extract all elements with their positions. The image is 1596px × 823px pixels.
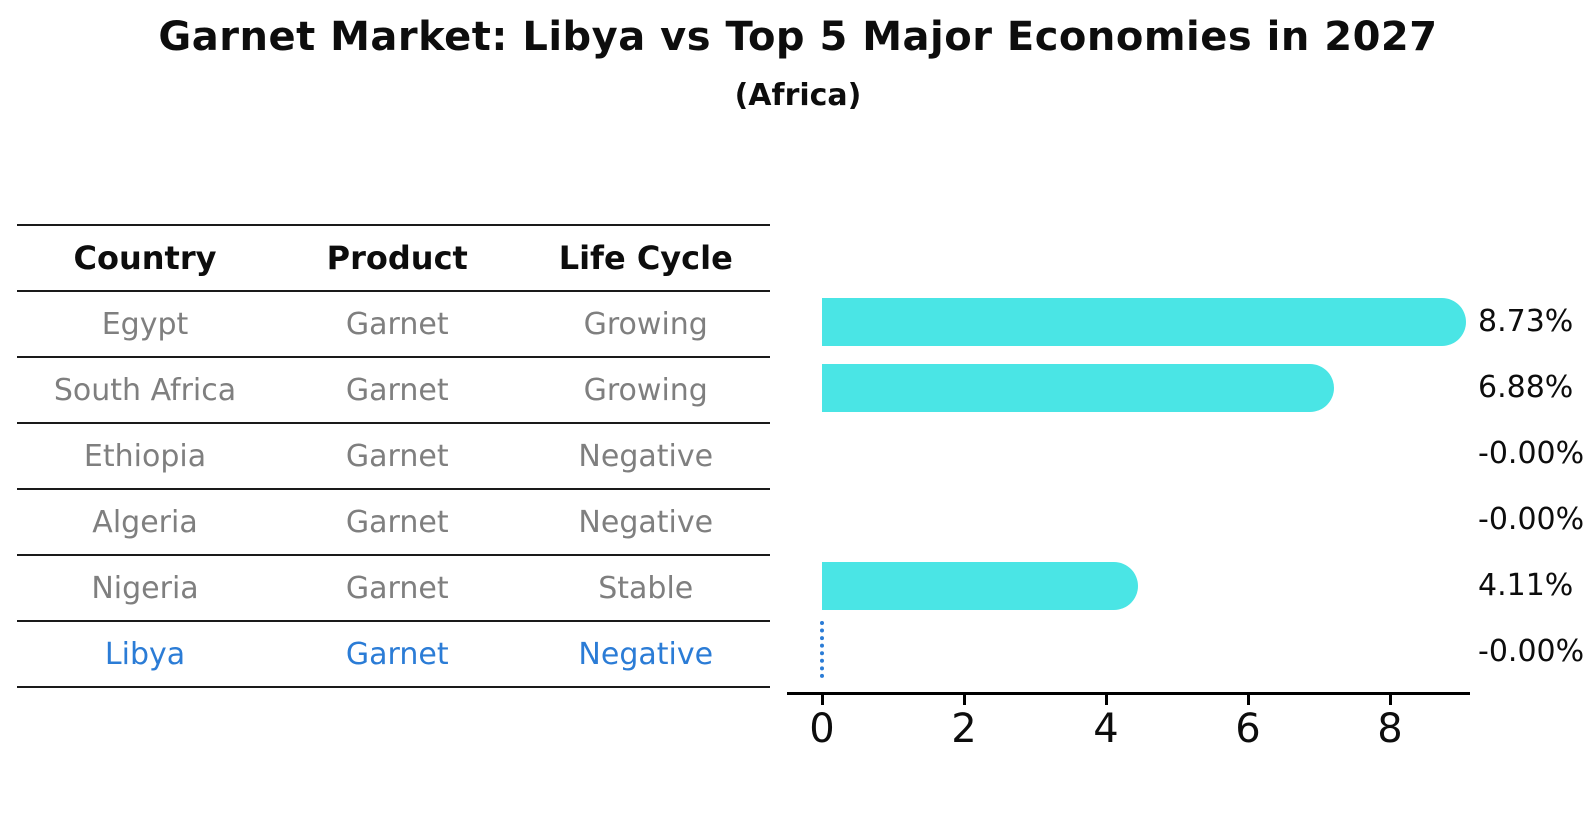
value-label-ethiopia: -0.00% (1478, 436, 1585, 471)
x-tick-label: 4 (1093, 706, 1119, 752)
column-header-life-cycle: Life Cycle (558, 239, 733, 277)
libya-zero-dotted-marker (820, 621, 824, 678)
table-header-row: Country Product Life Cycle (17, 226, 770, 292)
column-header-product: Product (326, 239, 468, 277)
cell-product: Garnet (345, 372, 449, 408)
bar-nigeria (822, 562, 1138, 610)
bar-south-africa (822, 364, 1335, 412)
bar-egypt (822, 298, 1466, 346)
cell-country: Egypt (101, 306, 189, 342)
cell-life-cycle: Negative (578, 636, 714, 672)
table-row-libya-highlighted: Libya Garnet Negative (17, 622, 770, 688)
cell-product: Garnet (345, 438, 449, 474)
cell-life-cycle: Negative (578, 438, 714, 474)
value-label-nigeria: 4.11% (1478, 568, 1574, 603)
x-tick-mark (1389, 695, 1392, 705)
value-label-algeria: -0.00% (1478, 502, 1585, 537)
cell-product: Garnet (345, 636, 449, 672)
x-axis-line (787, 692, 1470, 695)
x-tick-mark (963, 695, 966, 705)
table-row: Algeria Garnet Negative (17, 490, 770, 556)
x-tick-label: 0 (809, 706, 835, 752)
x-tick-mark (821, 695, 824, 705)
chart-title: Garnet Market: Libya vs Top 5 Major Econ… (158, 14, 1438, 60)
table-row: South Africa Garnet Growing (17, 358, 770, 424)
cell-life-cycle: Growing (583, 306, 708, 342)
cell-life-cycle: Negative (578, 504, 714, 540)
cell-life-cycle: Growing (583, 372, 708, 408)
chart-subtitle: (Africa) (734, 78, 862, 113)
value-label-south-africa: 6.88% (1478, 370, 1574, 405)
x-tick-label: 6 (1235, 706, 1261, 752)
cell-country: Libya (104, 636, 186, 672)
cell-country: Ethiopia (83, 438, 207, 474)
cell-country: Algeria (92, 504, 198, 540)
x-tick-label: 2 (951, 706, 977, 752)
country-table: Country Product Life Cycle Egypt Garnet … (17, 224, 770, 688)
cell-product: Garnet (345, 504, 449, 540)
cell-life-cycle: Stable (598, 570, 694, 606)
column-header-country: Country (73, 239, 217, 277)
cell-country: South Africa (53, 372, 237, 408)
table-row: Ethiopia Garnet Negative (17, 424, 770, 490)
x-tick-mark (1247, 695, 1250, 705)
x-tick-mark (1105, 695, 1108, 705)
value-label-libya: -0.00% (1478, 634, 1585, 669)
cell-product: Garnet (345, 570, 449, 606)
cell-country: Nigeria (91, 570, 199, 606)
x-tick-label: 8 (1377, 706, 1403, 752)
table-row: Nigeria Garnet Stable (17, 556, 770, 622)
value-label-egypt: 8.73% (1478, 304, 1574, 339)
table-row: Egypt Garnet Growing (17, 292, 770, 358)
cell-product: Garnet (345, 306, 449, 342)
